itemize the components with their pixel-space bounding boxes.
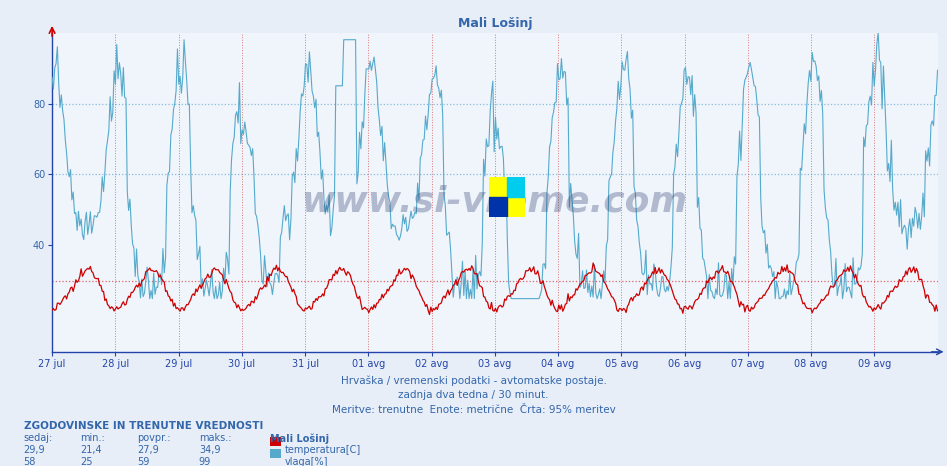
Text: 99: 99 [199, 457, 211, 466]
Text: 59: 59 [137, 457, 150, 466]
Text: vlaga[%]: vlaga[%] [285, 457, 329, 466]
Title: Mali Lošinj: Mali Lošinj [457, 17, 532, 30]
Text: 29,9: 29,9 [24, 445, 45, 455]
Text: 34,9: 34,9 [199, 445, 221, 455]
Text: 25: 25 [80, 457, 93, 466]
Text: zadnja dva tedna / 30 minut.: zadnja dva tedna / 30 minut. [399, 390, 548, 400]
Text: temperatura[C]: temperatura[C] [285, 445, 362, 455]
Polygon shape [507, 197, 525, 217]
Polygon shape [489, 197, 507, 217]
Text: Meritve: trenutne  Enote: metrične  Črta: 95% meritev: Meritve: trenutne Enote: metrične Črta: … [331, 405, 616, 415]
Polygon shape [507, 177, 525, 197]
Text: ZGODOVINSKE IN TRENUTNE VREDNOSTI: ZGODOVINSKE IN TRENUTNE VREDNOSTI [24, 421, 263, 431]
Text: Hrvaška / vremenski podatki - avtomatske postaje.: Hrvaška / vremenski podatki - avtomatske… [341, 375, 606, 386]
Text: 58: 58 [24, 457, 36, 466]
Text: povpr.:: povpr.: [137, 433, 170, 443]
Text: www.si-vreme.com: www.si-vreme.com [302, 185, 688, 219]
Text: min.:: min.: [80, 433, 105, 443]
Text: sedaj:: sedaj: [24, 433, 53, 443]
Text: 27,9: 27,9 [137, 445, 159, 455]
Text: maks.:: maks.: [199, 433, 231, 443]
Polygon shape [489, 177, 507, 197]
Text: 21,4: 21,4 [80, 445, 102, 455]
Text: Mali Lošinj: Mali Lošinj [270, 433, 329, 444]
